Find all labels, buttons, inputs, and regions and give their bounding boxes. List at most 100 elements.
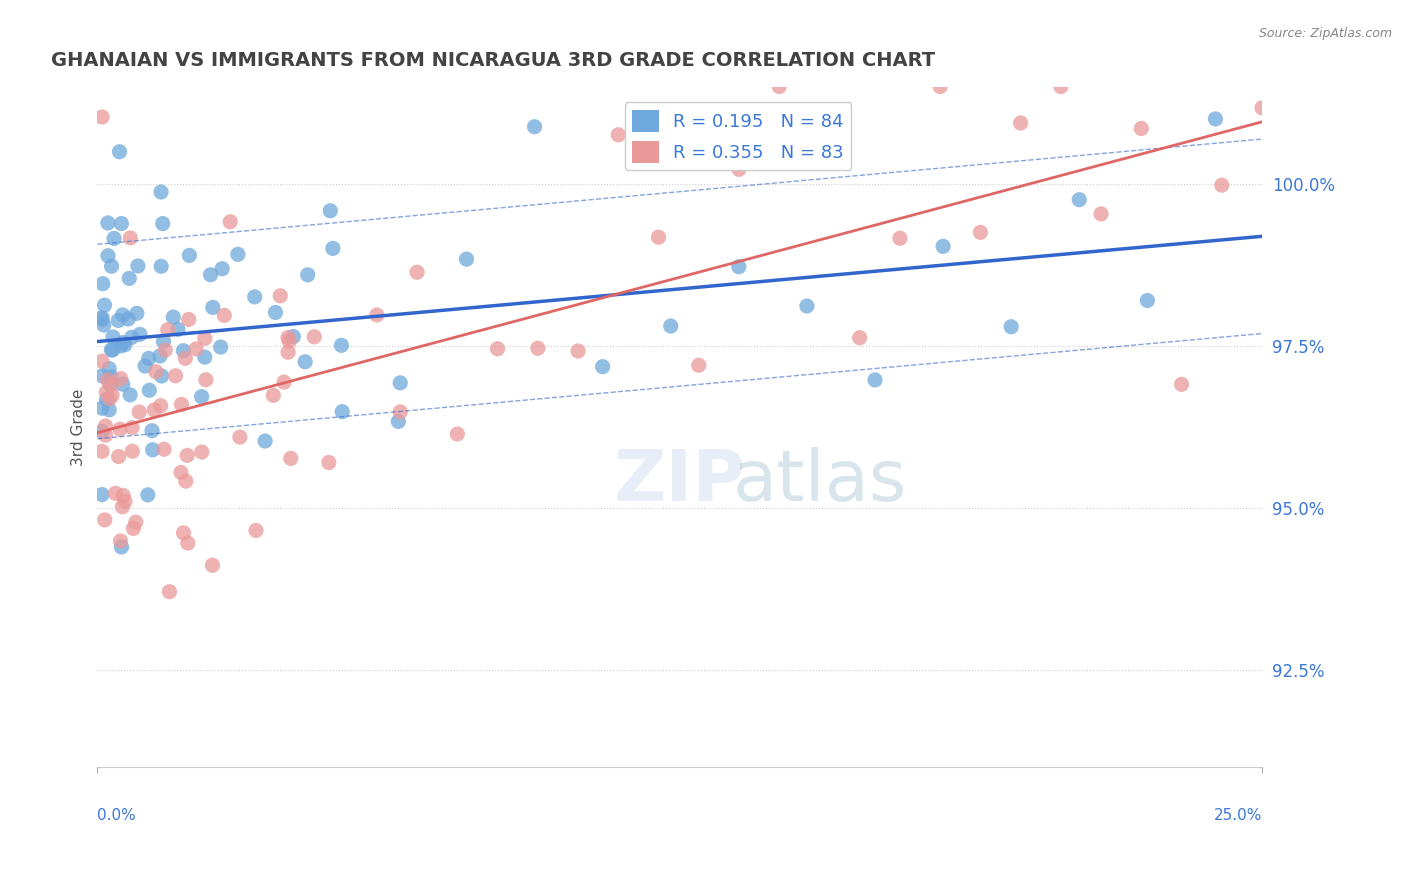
Point [104,486,127,500]
Point [1251,101,1274,115]
Point [98,361,121,376]
Point [91,444,114,458]
Point [103,231,125,245]
Point [114,338,136,352]
Point [211,261,233,276]
Point [94,428,117,442]
Point [191,445,214,459]
Point [100,377,122,392]
Point [117,312,139,326]
Point [101,376,124,391]
Point [456,252,478,266]
Point [120,388,142,402]
Point [91,277,114,291]
Point [176,448,198,462]
Point [155,343,177,358]
Point [194,331,217,345]
Point [201,558,224,573]
Point [100,343,122,357]
Point [200,268,222,282]
Point [1069,193,1091,207]
Point [134,359,156,373]
Point [1130,121,1153,136]
Point [172,343,194,358]
Point [121,444,143,458]
Point [96,392,118,407]
Point [330,404,353,418]
Point [527,341,550,355]
Point [94,419,117,434]
Point [592,359,614,374]
Point [278,334,301,348]
Point [209,340,232,354]
Point [149,349,172,363]
Point [318,455,340,469]
Point [110,217,132,231]
Point [446,427,468,442]
Point [91,487,114,501]
Point [97,216,120,230]
Point [111,500,134,514]
Point [101,388,124,402]
Point [98,402,121,417]
Point [125,515,148,529]
Point [120,231,142,245]
Point [277,345,299,359]
Point [110,533,132,548]
Point [768,79,790,94]
Point [114,494,136,508]
Point [322,241,344,255]
Point [174,351,197,366]
Point [194,373,217,387]
Point [93,513,115,527]
Point [112,335,135,350]
Point [277,330,299,344]
Point [808,128,831,142]
Point [98,392,121,406]
Point [138,384,160,398]
Point [1136,293,1159,308]
Point [93,318,115,332]
Point [165,368,187,383]
Point [179,248,201,262]
Point [319,203,342,218]
Point [91,368,114,383]
Point [1170,377,1192,392]
Point [174,474,197,488]
Point [91,312,114,326]
Point [101,343,124,357]
Point [128,405,150,419]
Point [108,145,131,159]
Point [254,434,277,448]
Point [101,330,124,344]
Point [127,259,149,273]
Point [110,540,132,554]
Point [486,342,509,356]
Point [226,247,249,261]
Point [91,401,114,416]
Point [91,110,114,124]
Point [863,373,886,387]
Legend: R = 0.195   N = 84, R = 0.355   N = 83: R = 0.195 N = 84, R = 0.355 N = 83 [624,103,851,169]
Point [167,322,190,336]
Point [194,350,217,364]
Point [150,369,173,384]
Point [142,442,165,457]
Point [156,323,179,337]
Text: atlas: atlas [733,447,907,516]
Point [110,371,132,385]
Point [177,312,200,326]
Point [111,308,134,322]
Point [184,342,207,356]
Text: 25.0%: 25.0% [1213,808,1263,823]
Point [162,310,184,324]
Text: ZIP: ZIP [613,447,745,516]
Point [149,399,172,413]
Point [177,536,200,550]
Text: GHANAIAN VS IMMIGRANTS FROM NICARAGUA 3RD GRADE CORRELATION CHART: GHANAIAN VS IMMIGRANTS FROM NICARAGUA 3R… [51,51,935,70]
Point [229,430,252,444]
Point [269,289,291,303]
Point [145,365,167,379]
Point [107,450,129,464]
Point [91,310,114,325]
